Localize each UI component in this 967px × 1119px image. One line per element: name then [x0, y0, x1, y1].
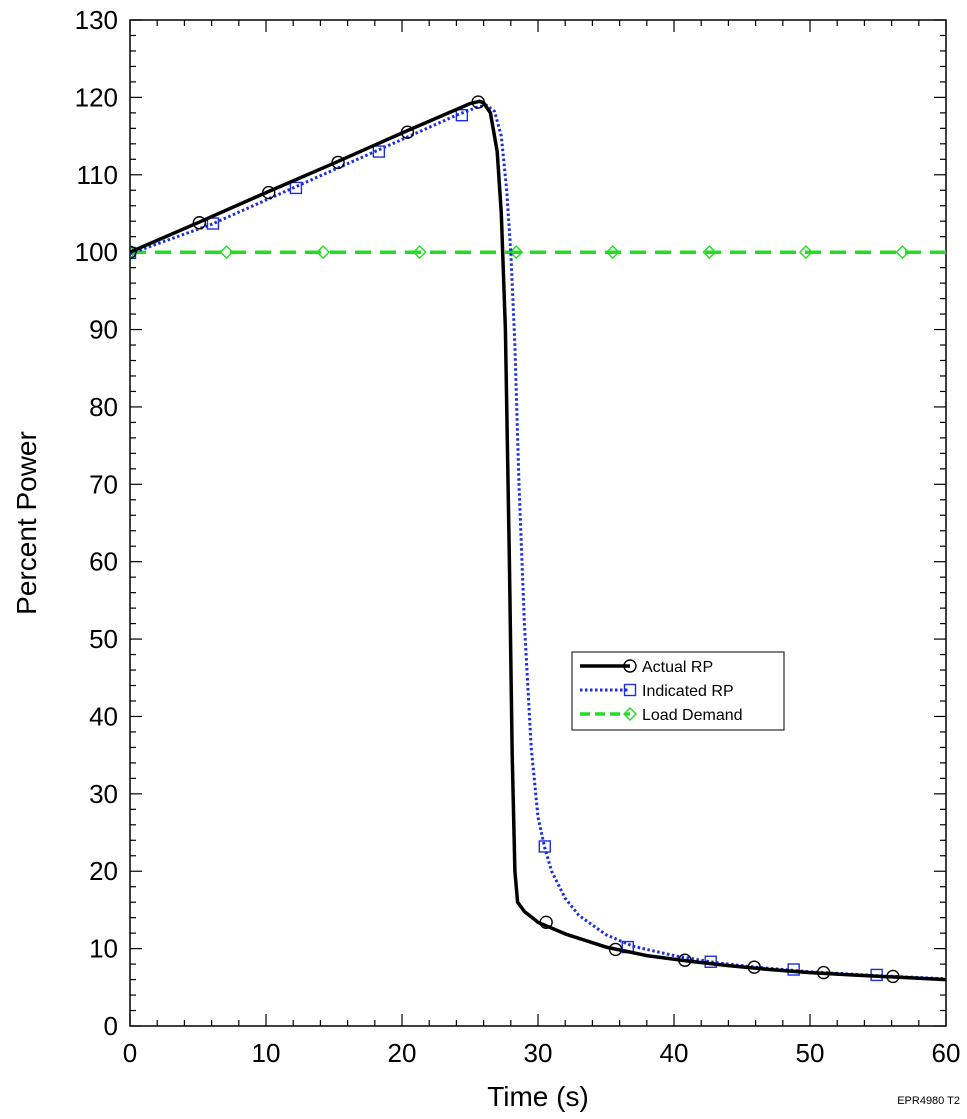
- data-point-actual-rp: [539, 915, 553, 930]
- data-point-actual-rp: [678, 953, 692, 967]
- axis-ticks: [129, 19, 947, 1027]
- data-point-load-demand: [509, 245, 524, 260]
- y-tick-label: 60: [89, 547, 118, 577]
- y-tick-label: 0: [104, 1011, 118, 1041]
- data-point-actual-rp: [886, 969, 900, 984]
- y-tick-label: 20: [89, 856, 118, 886]
- data-point-indicated-rp: [538, 840, 551, 853]
- y-tick-label: 10: [89, 934, 118, 964]
- data-point-actual-rp: [816, 965, 831, 980]
- data-point-load-demand: [702, 245, 717, 260]
- legend-marker-indicated-rp: [623, 683, 637, 697]
- legend-marker-actual-rp: [623, 659, 637, 673]
- x-tick-label: 50: [796, 1038, 825, 1068]
- data-point-actual-rp: [262, 185, 276, 200]
- y-tick-label: 100: [75, 237, 118, 267]
- y-tick-label: 110: [77, 160, 118, 190]
- data-point-indicated-rp: [206, 217, 220, 230]
- x-tick-label: 0: [123, 1038, 137, 1068]
- data-point-actual-rp: [192, 216, 207, 230]
- legend-label-indicated-rp: Indicated RP: [642, 683, 734, 700]
- data-point-indicated-rp: [289, 181, 303, 195]
- tick-labels: 0 10 20 30 40 50 60 0 10 20 30 40 50 60 70 80 90 100 110 12…: [75, 5, 961, 1068]
- legend: Actual RP Indicated RP Load Demand: [571, 651, 785, 731]
- x-tick-label: 60: [932, 1038, 961, 1068]
- data-point-load-demand: [316, 245, 331, 260]
- y-tick-label: 40: [89, 701, 118, 731]
- series-load-demand: [130, 245, 946, 260]
- data-point-actual-rp: [331, 155, 345, 170]
- x-tick-label: 30: [524, 1038, 553, 1068]
- legend-label-load-demand: Load Demand: [642, 707, 743, 724]
- x-tick-label: 40: [660, 1038, 689, 1068]
- data-point-load-demand: [219, 245, 234, 260]
- y-tick-label: 80: [89, 392, 118, 422]
- x-tick-label: 20: [388, 1038, 417, 1068]
- y-tick-label: 120: [75, 82, 118, 112]
- y-tick-label: 70: [89, 469, 118, 499]
- series-line-indicated-rp: [130, 103, 946, 981]
- data-point-load-demand: [605, 245, 620, 260]
- x-axis-label: Time (s): [487, 1081, 589, 1112]
- data-point-actual-rp: [471, 95, 485, 109]
- series-line-actual-rp: [130, 99, 946, 982]
- x-tick-label: 10: [252, 1038, 281, 1068]
- series-actual-rp: [130, 95, 946, 984]
- data-point-actual-rp: [747, 960, 761, 974]
- plot-frame: [129, 19, 947, 1027]
- data-point-load-demand: [412, 245, 427, 260]
- data-point-actual-rp: [130, 245, 137, 259]
- data-point-load-demand: [895, 245, 910, 260]
- y-tick-label: 50: [89, 624, 118, 654]
- legend-label-actual-rp: Actual RP: [642, 659, 713, 676]
- y-tick-label: 90: [89, 315, 118, 345]
- figure-id-footnote: EPR4980 T2: [897, 1095, 960, 1107]
- y-tick-label: 130: [75, 5, 118, 35]
- data-point-actual-rp: [400, 125, 415, 139]
- data-point-load-demand: [798, 245, 813, 260]
- series-layer: [130, 95, 946, 984]
- y-axis-label: Percent Power: [11, 431, 42, 615]
- legend-marker-load-demand: [623, 707, 637, 721]
- data-point-indicated-rp: [455, 108, 469, 122]
- y-tick-label: 30: [89, 779, 118, 809]
- series-indicated-rp: [130, 103, 946, 982]
- data-point-actual-rp: [608, 942, 623, 957]
- data-point-indicated-rp: [372, 145, 386, 158]
